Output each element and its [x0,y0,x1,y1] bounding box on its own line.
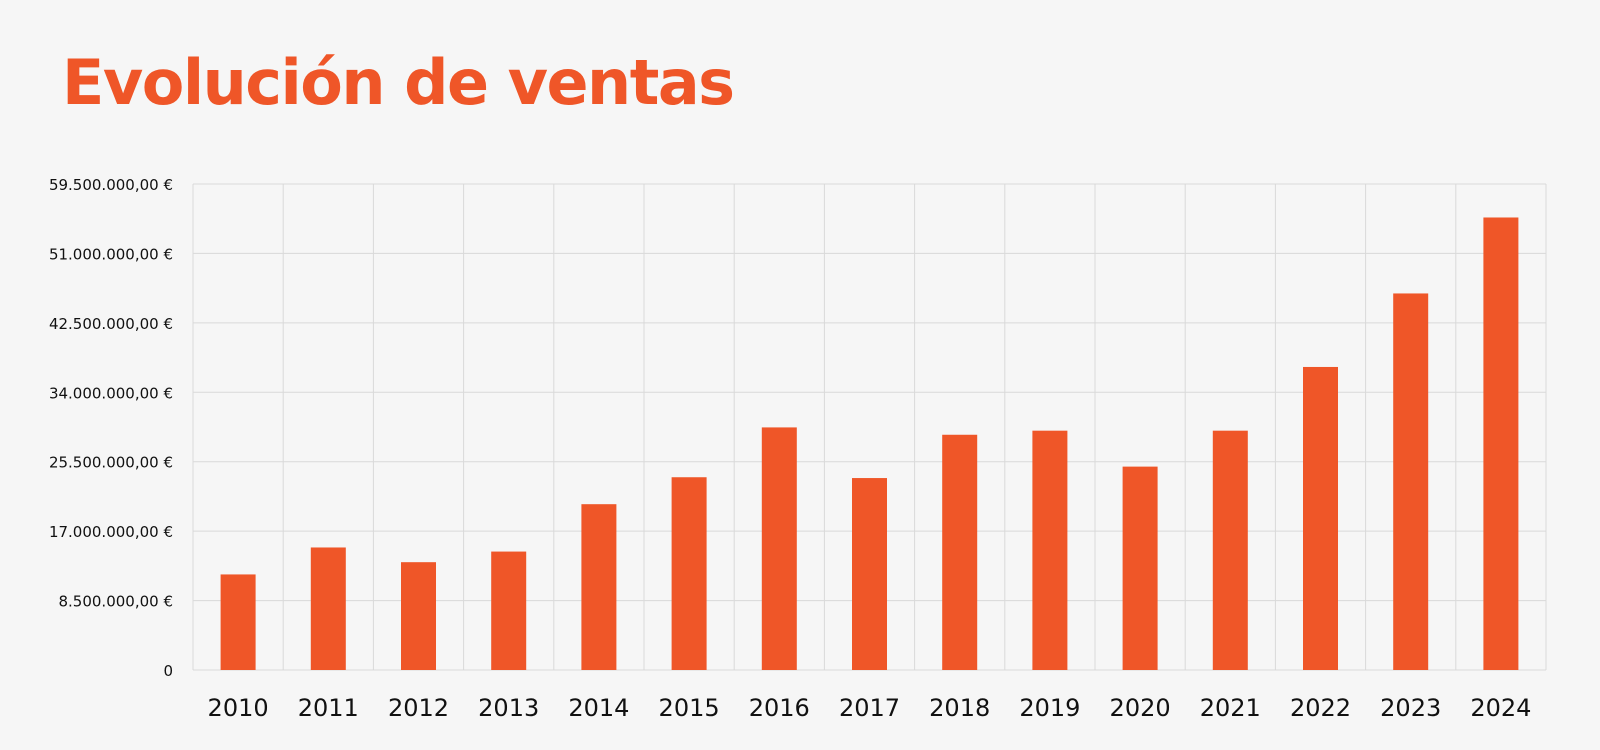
bar-2018 [942,434,978,670]
grid [192,183,1547,671]
x-tick-label: 2021 [1200,694,1261,722]
bars [220,217,1519,670]
bar-2016 [761,427,797,670]
x-tick-label: 2023 [1380,694,1441,722]
y-tick-label: 42.500.000,00 € [49,315,173,333]
bar-2022 [1303,366,1338,670]
x-tick-label: 2017 [839,694,900,722]
y-tick-label: 17.000.000,00 € [49,523,173,541]
y-tick-label: 25.500.000,00 € [49,454,173,472]
bar-2019 [1032,430,1068,670]
y-tick-label: 51.000.000,00 € [49,245,173,263]
x-tick-label: 2019 [1019,694,1080,722]
x-tick-label: 2010 [208,694,269,722]
x-tick-label: 2022 [1290,694,1351,722]
bar-2012 [401,562,436,670]
chart-title: Evolución de ventas [62,46,735,119]
bar-2015 [671,477,707,670]
bar-2024 [1483,217,1519,670]
x-tick-label: 2016 [749,694,810,722]
bar-2023 [1393,293,1429,670]
y-tick-label: 8.500.000,00 € [58,593,173,611]
bar-2017 [852,478,887,670]
y-tick-label: 59.500.000,00 € [49,176,173,194]
y-axis-tick-labels: 0 8.500.000,00 € 17.000.000,00 € 25.500.000… [49,176,173,680]
bar-2021 [1212,430,1248,670]
y-tick-label: 34.000.000,00 € [49,384,173,402]
x-tick-label: 2018 [929,694,990,722]
bar-2011 [310,547,346,670]
x-tick-label: 2015 [659,694,720,722]
x-tick-label: 2013 [478,694,539,722]
y-tick-label: 0 [163,662,173,680]
x-tick-label: 2011 [298,694,359,722]
x-tick-label: 2014 [568,694,629,722]
bar-2010 [220,574,256,670]
bar-2020 [1122,466,1158,670]
x-tick-label: 2020 [1110,694,1171,722]
bar-2014 [581,504,617,670]
x-tick-label: 2024 [1470,694,1531,722]
bar-2013 [491,551,527,670]
x-axis-tick-labels: 2010 2011 2012 2013 2014 2015 2016 2017 2018 2019… [208,694,1532,722]
x-tick-label: 2012 [388,694,449,722]
